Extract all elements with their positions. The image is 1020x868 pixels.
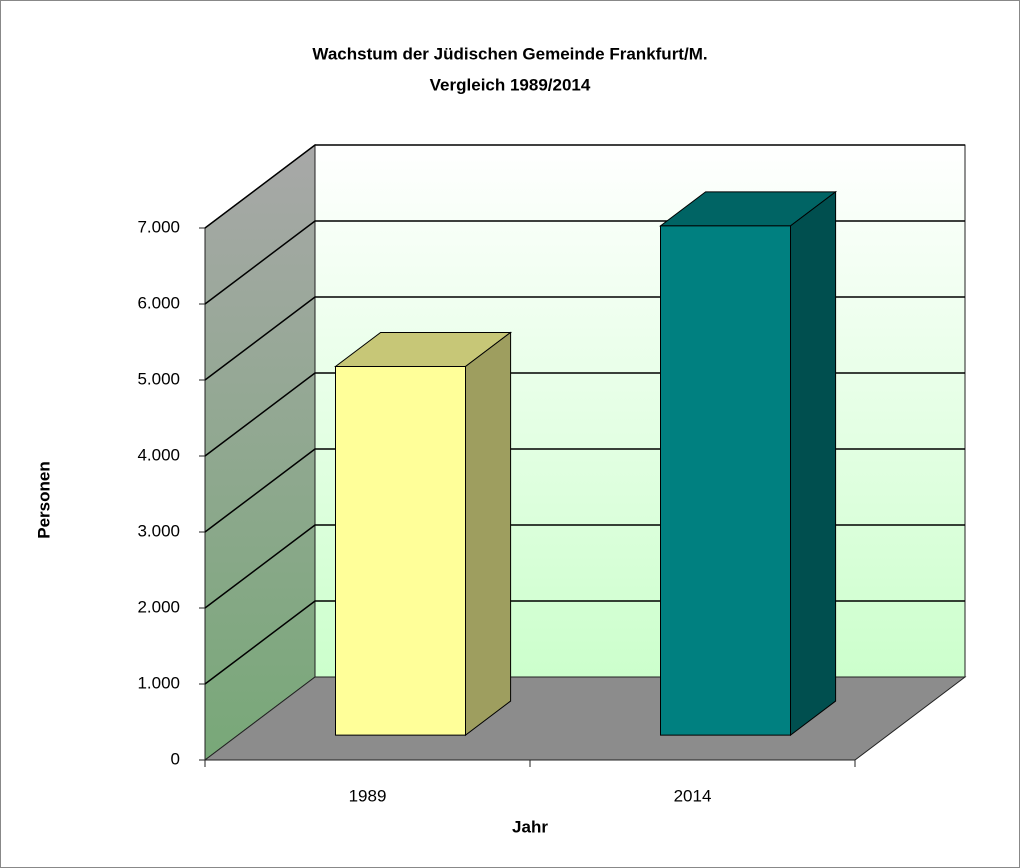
y-axis-label: Personen <box>34 461 53 538</box>
bar-front <box>660 225 791 736</box>
y-tick-label: 0 <box>171 749 180 768</box>
bar-front <box>335 366 466 736</box>
x-axis-label: Jahr <box>512 817 548 836</box>
y-tick-label: 7.000 <box>137 217 180 236</box>
plot-area: 0 1.000 2.000 3.000 4.000 5.000 6.000 7.000 1989… <box>137 143 967 805</box>
y-tick-label: 4.000 <box>137 445 180 464</box>
x-tick-label: 2014 <box>674 786 712 805</box>
floor <box>203 676 967 761</box>
x-tick-label: 1989 <box>349 786 387 805</box>
bar <box>334 331 513 737</box>
y-tick-label: 5.000 <box>137 369 180 388</box>
chart-subtitle: Vergleich 1989/2014 <box>430 75 591 94</box>
grid-line <box>204 144 965 229</box>
y-tick-label: 1.000 <box>137 673 180 692</box>
y-tick-label: 3.000 <box>137 521 180 540</box>
y-tick-label: 6.000 <box>137 293 180 312</box>
bar-side <box>465 331 512 737</box>
bar-side <box>790 190 837 737</box>
chart-title: Wachstum der Jüdischen Gemeinde Frankfur… <box>312 44 707 63</box>
side-wall <box>204 143 316 762</box>
y-tick-label: 2.000 <box>137 597 180 616</box>
bar <box>659 190 838 737</box>
